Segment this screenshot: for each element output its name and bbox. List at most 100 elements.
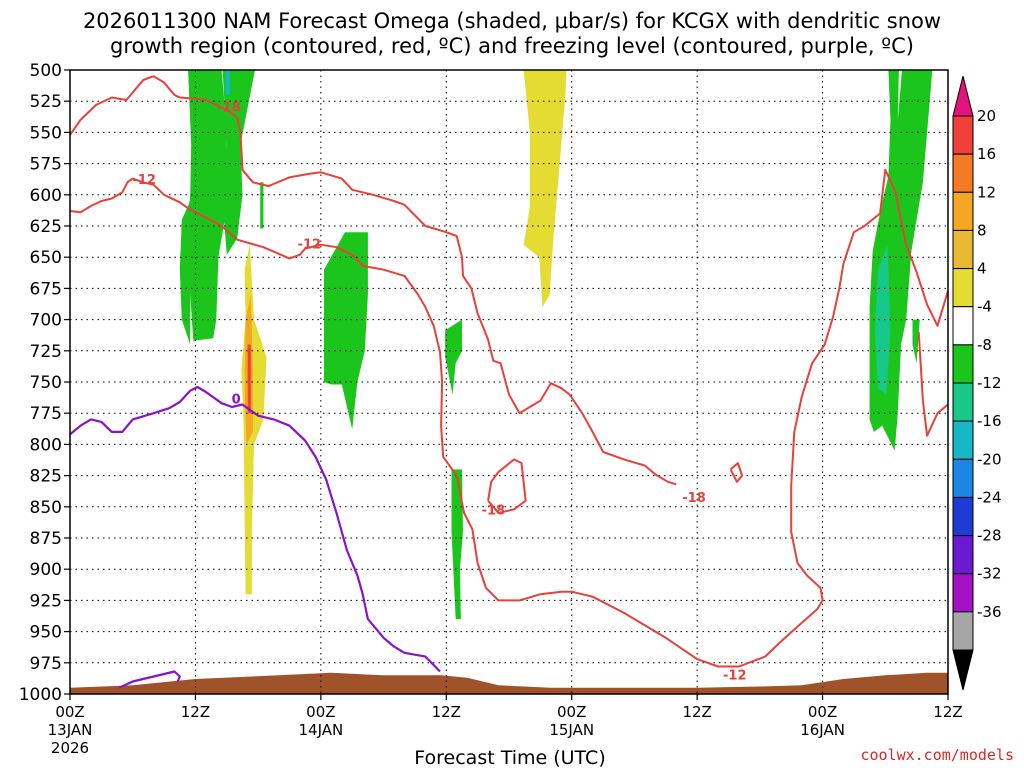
y-tick-label-925: 925 (30, 591, 62, 611)
y-tick-label-600: 600 (30, 186, 62, 206)
y-tick-label-1000: 1000 (19, 685, 62, 705)
omega-shade-region-7 (247, 344, 251, 414)
omega-shade-region-4 (225, 70, 230, 95)
y-tick-label-825: 825 (30, 467, 62, 487)
contour-label-5: -12 (723, 668, 747, 683)
contour-freezing-level-low (118, 670, 181, 689)
y-tick-label-500: 500 (30, 61, 62, 81)
x-tick-date-48: 15JAN (549, 721, 594, 739)
contour-dendritic-lower (69, 168, 949, 668)
chart-title-line2: growth region (contoured, red, ºC) and f… (110, 34, 914, 58)
chart-title-line1: 2026011300 NAM Forecast Omega (shaded, μ… (83, 9, 941, 33)
colorbar-box-9 (952, 458, 974, 498)
y-tick-label-900: 900 (30, 560, 62, 580)
colorbar-label-7: -12 (977, 374, 1002, 392)
y-tick-label-750: 750 (30, 373, 62, 393)
grid-layer (70, 70, 948, 694)
omega-shade-region-11 (523, 70, 567, 308)
colorbar-box-2 (952, 191, 974, 231)
x-axis-label: Forecast Time (UTC) (414, 747, 605, 768)
x-tick-label-84: 12Z (933, 703, 962, 721)
colorbar-label-11: -28 (977, 527, 1002, 545)
colorbar-box-1 (952, 153, 974, 193)
x-tick-label-12: 12Z (181, 703, 210, 721)
colorbar-box-5 (952, 306, 974, 346)
colorbar: 20 16 12 8 4 -4 -8 -12 -16 -20 -24 -28 -32 -36 (952, 75, 1002, 691)
colorbar-box-4 (952, 268, 974, 308)
contour-layer (69, 75, 949, 689)
colorbar-label-12: -32 (977, 565, 1002, 583)
colorbar-label-5: -4 (977, 298, 992, 316)
contour-label-3: -18 (482, 504, 506, 519)
x-tick-label-48: 00Z (557, 703, 586, 721)
contour-dendritic-lower-right-tail (917, 332, 949, 437)
omega-shade-region-0 (188, 70, 227, 341)
colorbar-label-2: 12 (977, 183, 996, 201)
omega-shade-region-9 (445, 319, 462, 395)
contour-label-0: -18 (217, 100, 241, 115)
y-axis: 500 525 550 575 600 625 650 675 700 725 750 775 800 8… (19, 61, 70, 705)
plot-area: -18 -12 -12 -18 -18 -12 0 (69, 69, 949, 695)
colorbar-label-3: 8 (977, 221, 987, 239)
colorbar-box-13 (952, 611, 974, 651)
colorbar-box-6 (952, 344, 974, 384)
x-tick-date-24: 14JAN (298, 721, 343, 739)
omega-shade-region-14 (912, 319, 920, 364)
colorbar-box-12 (952, 573, 974, 613)
y-tick-label-675: 675 (30, 279, 62, 299)
colorbar-label-1: 16 (977, 145, 996, 163)
y-tick-label-850: 850 (30, 498, 62, 518)
colorbar-label-13: -36 (977, 603, 1002, 621)
contour-dendritic-upper (69, 75, 677, 486)
y-tick-label-525: 525 (30, 92, 62, 112)
omega-shade-region-8 (324, 232, 368, 430)
x-tick-label-60: 12Z (682, 703, 711, 721)
contour-dendritic-mini-loop (729, 462, 744, 483)
y-tick-label-550: 550 (30, 123, 62, 143)
x-tick-date-72: 16JAN (800, 721, 845, 739)
omega-shade-region-13 (874, 244, 891, 395)
credit-text: coolwx.com/models (860, 746, 1014, 764)
y-tick-label-950: 950 (30, 623, 62, 643)
y-tick-label-575: 575 (30, 155, 62, 175)
colorbar-bottom-triangle (952, 649, 974, 691)
colorbar-box-7 (952, 382, 974, 422)
y-tick-label-650: 650 (30, 248, 62, 268)
colorbar-label-9: -20 (977, 450, 1002, 468)
contour-label-4: -18 (682, 491, 706, 506)
y-tick-label-800: 800 (30, 435, 62, 455)
colorbar-box-8 (952, 420, 974, 460)
y-tick-label-775: 775 (30, 404, 62, 424)
omega-shading-layer (179, 70, 933, 620)
colorbar-label-4: 4 (977, 260, 987, 278)
omega-shade-region-3 (260, 182, 264, 229)
omega-shade-region-1 (222, 70, 255, 255)
colorbar-box-11 (952, 535, 974, 575)
y-tick-label-625: 625 (30, 217, 62, 237)
colorbar-top-triangle (952, 75, 974, 117)
x-tick-label-36: 12Z (432, 703, 461, 721)
x-tick-year-0: 2026 (51, 739, 89, 757)
y-tick-label-975: 975 (30, 654, 62, 674)
x-tick-label-72: 00Z (808, 703, 837, 721)
contour-label-1: -12 (132, 173, 156, 188)
y-tick-label-700: 700 (30, 311, 62, 331)
colorbar-label-10: -24 (977, 488, 1002, 506)
contour-label-2: -12 (298, 238, 322, 253)
colorbar-label-0: 20 (977, 107, 996, 125)
colorbar-box-0 (952, 115, 974, 155)
omega-shade-region-2 (179, 201, 191, 345)
contour-freezing-level (69, 385, 441, 673)
colorbar-label-8: -16 (977, 412, 1002, 430)
contour-dendritic-small-loop (487, 458, 527, 514)
terrain-layer (70, 672, 948, 694)
terrain-fill (70, 672, 948, 694)
x-tick-date-0: 13JAN (48, 721, 93, 739)
x-tick-label-0: 00Z (55, 703, 84, 721)
colorbar-label-6: -8 (977, 336, 992, 354)
omega-shade-region-10 (451, 469, 463, 620)
contour-label-layer: -18 -12 -12 -18 -18 -12 0 (132, 100, 746, 683)
contour-label-6: 0 (232, 392, 241, 407)
